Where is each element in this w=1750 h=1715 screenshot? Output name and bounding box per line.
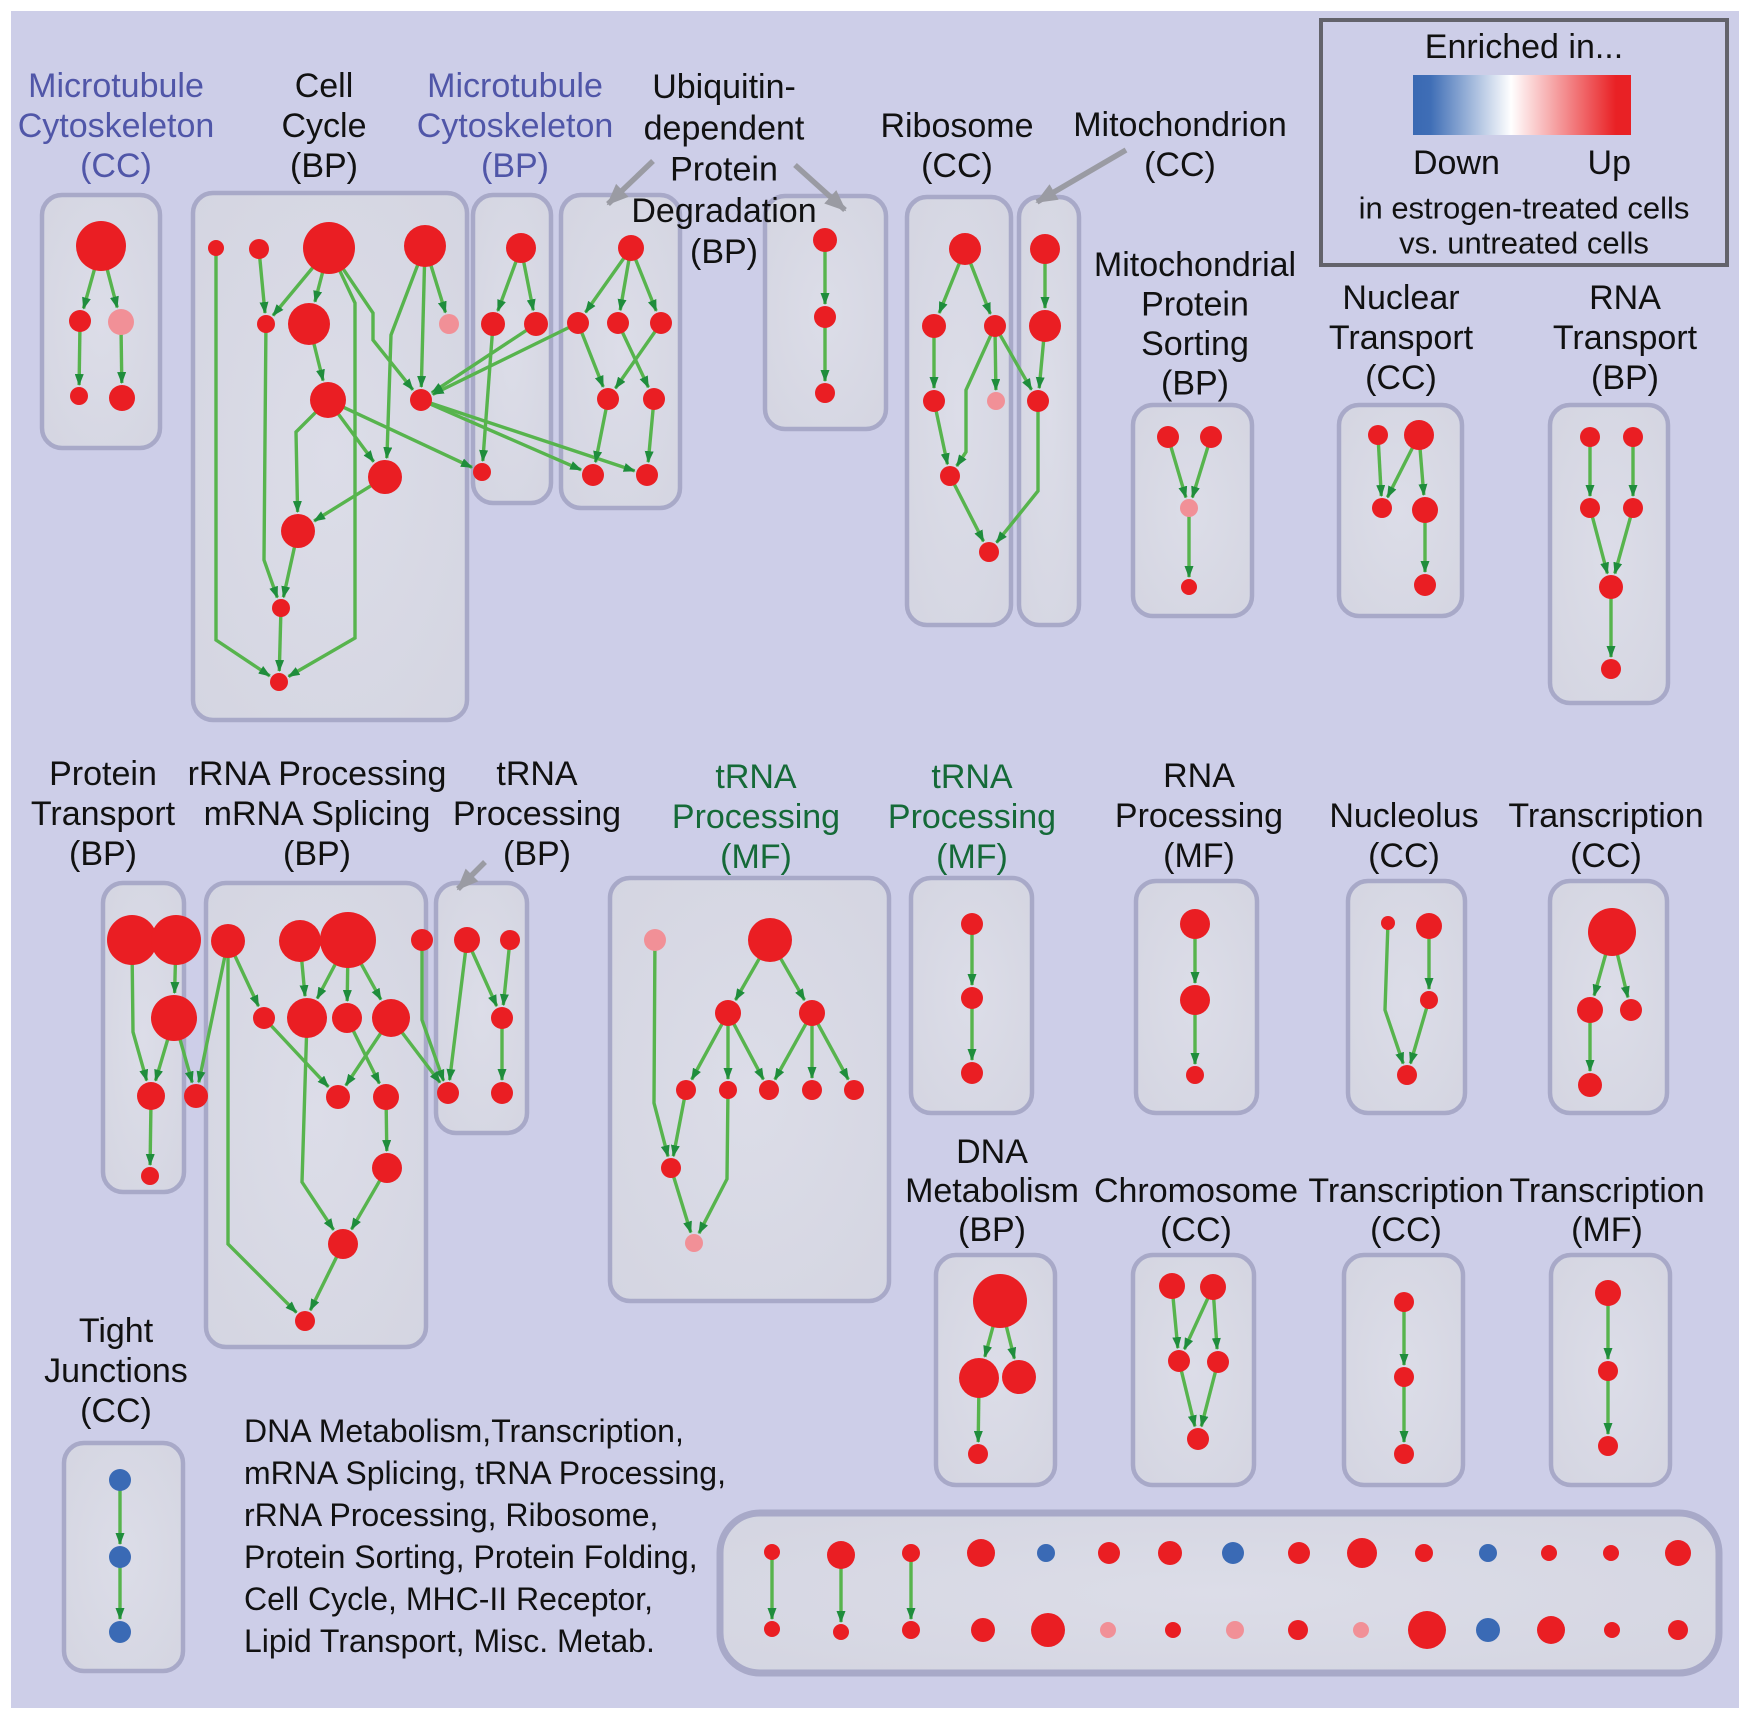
svg-text:Protein Sorting, Protein Foldi: Protein Sorting, Protein Folding, [244, 1539, 698, 1575]
svg-text:Processing: Processing [453, 795, 621, 833]
svg-text:dependent: dependent [644, 109, 805, 147]
svg-text:(CC): (CC) [1570, 837, 1642, 875]
svg-text:Up: Up [1588, 144, 1631, 182]
svg-text:Mitochondrion: Mitochondrion [1073, 106, 1287, 144]
svg-text:Microtubule: Microtubule [427, 67, 603, 105]
svg-text:(BP): (BP) [290, 147, 358, 185]
svg-text:(MF): (MF) [936, 838, 1008, 876]
svg-text:mRNA Splicing, tRNA Processing: mRNA Splicing, tRNA Processing, [244, 1455, 726, 1491]
svg-text:Transport: Transport [31, 795, 176, 833]
svg-text:Protein: Protein [670, 151, 778, 189]
svg-text:Transcription: Transcription [1509, 1172, 1704, 1210]
svg-text:Tight: Tight [79, 1312, 154, 1350]
svg-text:Ubiquitin-: Ubiquitin- [652, 68, 796, 106]
svg-text:Protein: Protein [49, 755, 157, 793]
svg-text:(BP): (BP) [503, 835, 571, 873]
svg-text:Microtubule: Microtubule [28, 67, 204, 105]
svg-text:(BP): (BP) [1591, 359, 1659, 397]
svg-text:Transcription: Transcription [1308, 1172, 1503, 1210]
svg-text:Processing: Processing [1115, 797, 1283, 835]
svg-text:RNA: RNA [1589, 279, 1661, 317]
svg-text:Protein: Protein [1141, 286, 1249, 324]
svg-text:Down: Down [1413, 144, 1500, 182]
svg-text:(BP): (BP) [283, 835, 351, 873]
svg-text:Cytoskeleton: Cytoskeleton [18, 107, 215, 145]
svg-text:Nucleolus: Nucleolus [1329, 797, 1478, 835]
svg-text:Chromosome: Chromosome [1094, 1172, 1298, 1210]
svg-text:(CC): (CC) [1144, 146, 1216, 184]
svg-text:(CC): (CC) [1160, 1211, 1232, 1249]
svg-text:DNA: DNA [956, 1133, 1028, 1171]
svg-text:vs. untreated cells: vs. untreated cells [1399, 226, 1649, 261]
svg-text:(BP): (BP) [481, 147, 549, 185]
svg-text:rRNA Processing, Ribosome,: rRNA Processing, Ribosome, [244, 1497, 658, 1533]
svg-text:Enriched in...: Enriched in... [1425, 28, 1623, 66]
svg-text:Transport: Transport [1329, 319, 1474, 357]
svg-text:(CC): (CC) [1365, 359, 1437, 397]
svg-text:(BP): (BP) [958, 1211, 1026, 1249]
svg-text:(CC): (CC) [80, 1392, 152, 1430]
svg-text:in estrogen-treated cells: in estrogen-treated cells [1359, 191, 1690, 226]
svg-text:(BP): (BP) [69, 835, 137, 873]
svg-text:Cycle: Cycle [281, 107, 366, 145]
svg-text:Metabolism: Metabolism [905, 1172, 1079, 1210]
svg-text:DNA Metabolism,Transcription,: DNA Metabolism,Transcription, [244, 1413, 684, 1449]
svg-text:Processing: Processing [672, 798, 840, 836]
svg-text:Cytoskeleton: Cytoskeleton [417, 107, 614, 145]
svg-text:(MF): (MF) [1571, 1211, 1643, 1249]
svg-text:Ribosome: Ribosome [880, 107, 1033, 145]
svg-text:Nuclear: Nuclear [1342, 279, 1459, 317]
svg-text:(MF): (MF) [720, 838, 792, 876]
svg-text:(CC): (CC) [921, 147, 993, 185]
svg-text:Transport: Transport [1553, 319, 1698, 357]
svg-text:rRNA Processing: rRNA Processing [188, 755, 447, 793]
svg-text:Degradation: Degradation [631, 192, 816, 230]
svg-text:(CC): (CC) [80, 147, 152, 185]
svg-text:tRNA: tRNA [715, 758, 797, 796]
svg-text:Cell: Cell [295, 67, 354, 105]
svg-text:(CC): (CC) [1368, 837, 1440, 875]
svg-text:tRNA: tRNA [496, 755, 578, 793]
svg-text:tRNA: tRNA [931, 758, 1013, 796]
svg-text:Lipid Transport, Misc. Metab.: Lipid Transport, Misc. Metab. [244, 1623, 655, 1659]
svg-text:(MF): (MF) [1163, 837, 1235, 875]
svg-text:Cell Cycle, MHC-II Receptor,: Cell Cycle, MHC-II Receptor, [244, 1581, 653, 1617]
svg-text:RNA: RNA [1163, 757, 1235, 795]
svg-text:Processing: Processing [888, 798, 1056, 836]
svg-text:(CC): (CC) [1370, 1211, 1442, 1249]
svg-text:Mitochondrial: Mitochondrial [1094, 246, 1296, 284]
svg-text:(BP): (BP) [690, 233, 758, 271]
svg-text:(BP): (BP) [1161, 365, 1229, 403]
svg-text:Sorting: Sorting [1141, 325, 1249, 363]
svg-text:Junctions: Junctions [44, 1352, 188, 1390]
svg-text:mRNA Splicing: mRNA Splicing [204, 795, 431, 833]
svg-text:Transcription: Transcription [1508, 797, 1703, 835]
